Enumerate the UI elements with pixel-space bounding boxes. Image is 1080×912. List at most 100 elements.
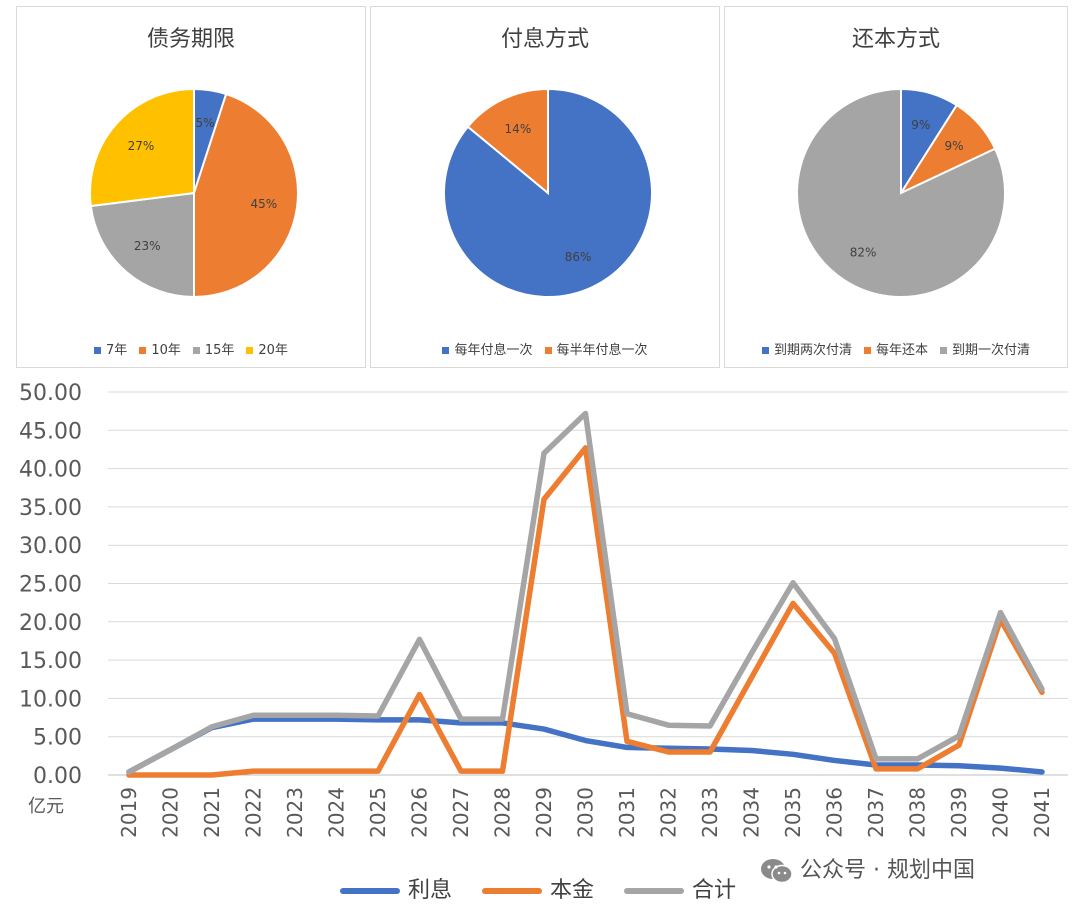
y-axis-unit-label: 亿元 (28, 796, 64, 817)
x-tick-label: 2034 (740, 787, 764, 838)
x-tick-label: 2035 (781, 787, 805, 838)
x-tick-label: 2029 (532, 787, 556, 838)
legend-label: 每年付息一次 (454, 343, 533, 358)
pie-data-label: 23% (134, 239, 161, 253)
pie-slice (193, 92, 299, 299)
x-tick-label: 2041 (1030, 787, 1054, 838)
legend-label: 7年 (106, 343, 128, 358)
x-tick-label: 2032 (657, 787, 681, 838)
legend-swatch (940, 347, 947, 354)
legend-item: 合计 (624, 872, 736, 904)
series-line-principal (126, 445, 1045, 778)
pie-title: 付息方式 (500, 27, 589, 52)
x-tick-label: 2033 (698, 787, 722, 838)
pie-legend: 7年 10年 15年 20年 (17, 339, 365, 358)
wechat-icon (761, 859, 793, 884)
legend-item: 每年还本 (863, 339, 928, 358)
legend-label: 10年 (151, 343, 181, 358)
y-tick-label: 50.00 (19, 381, 82, 406)
legend-label: 利息 (408, 878, 453, 903)
y-tick-label: 25.00 (19, 573, 82, 598)
x-tick-label: 2030 (574, 787, 598, 838)
pie-data-label: 9% (945, 139, 964, 153)
y-tick-label: 10.00 (19, 687, 82, 712)
legend-label: 20年 (258, 343, 288, 358)
legend-item: 每年付息一次 (442, 339, 533, 358)
pie-data-label: 45% (251, 197, 278, 211)
legend-label: 15年 (204, 343, 235, 358)
y-tick-label: 20.00 (19, 611, 82, 636)
legend-item: 15年 (192, 339, 235, 358)
pie-legend: 每年付息一次 每半年付息一次 (371, 339, 719, 358)
x-tick-label: 2020 (159, 787, 183, 838)
legend-swatch (482, 888, 543, 894)
series-line-total (126, 410, 1045, 775)
y-tick-label: 40.00 (19, 458, 82, 483)
y-tick-label: 15.00 (19, 649, 82, 674)
pie-slice (796, 87, 1006, 298)
legend-swatch (761, 347, 769, 354)
legend-swatch (192, 347, 200, 354)
series-line-interest (126, 716, 1045, 775)
legend-swatch (624, 888, 685, 894)
pie-title: 债务期限 (146, 27, 235, 52)
x-tick-label: 2027 (449, 787, 473, 838)
legend-swatch (340, 888, 400, 894)
legend-item: 本金 (482, 872, 594, 904)
line-chart-debt-service: 0.00 5.00 10.00 15.00 20.00 25.00 30.00 35.00 40… (19, 381, 1068, 838)
legend-item: 每半年付息一次 (544, 339, 648, 358)
pie-data-label: 82% (850, 246, 877, 260)
x-tick-label: 2037 (864, 787, 888, 838)
legend-swatch (442, 347, 450, 354)
legend-item: 利息 (340, 872, 452, 904)
x-tick-label: 2038 (906, 787, 930, 838)
x-tick-label: 2031 (615, 787, 639, 838)
x-tick-label: 2026 (408, 787, 432, 838)
pie-slice (89, 87, 195, 208)
pie-panel-debt-term: 债务期限 5% 45% 23% 27% 7年 10年 15年 20年 (16, 6, 366, 368)
legend-item: 到期一次付清 (940, 339, 1030, 358)
pie-legend: 到期两次付清 每年还本 到期一次付清 (725, 339, 1067, 358)
legend-swatch (863, 347, 871, 354)
legend-label: 每半年付息一次 (556, 343, 648, 358)
x-tick-label: 2040 (989, 787, 1013, 838)
pie-slice (89, 191, 195, 299)
x-tick-label: 2022 (242, 787, 266, 838)
y-tick-label: 35.00 (19, 496, 82, 521)
legend-label: 到期两次付清 (773, 343, 852, 358)
pie-panel-repayment-method: 还本方式 9% 9% 82% 到期两次付清 每年还本 到期一次付清 (724, 6, 1068, 368)
pie-title: 还本方式 (851, 27, 940, 52)
pie-data-label: 5% (196, 116, 215, 130)
x-tick-label: 2039 (947, 787, 971, 838)
pie-chart-debt-term: 5% 45% 23% 27% (89, 87, 299, 299)
legend-swatch (139, 347, 147, 354)
legend-label: 本金 (550, 878, 595, 903)
legend-item: 20年 (246, 339, 288, 358)
y-tick-label: 5.00 (33, 726, 82, 751)
x-tick-label: 2019 (117, 787, 141, 838)
legend-swatch (544, 347, 552, 354)
legend-label: 每年还本 (875, 343, 928, 358)
pie-slice (466, 87, 549, 196)
pie-data-label: 14% (505, 122, 532, 136)
y-tick-label: 30.00 (19, 534, 82, 559)
x-tick-label: 2028 (491, 787, 515, 838)
watermark: 公众号 · 规划中国 (760, 852, 975, 885)
x-tick-label: 2024 (325, 787, 349, 838)
pie-chart-interest-method: 86% 14% (443, 87, 653, 298)
watermark-text: 公众号 · 规划中国 (800, 858, 975, 883)
legend-swatch (94, 347, 102, 354)
legend-item: 7年 (94, 339, 127, 358)
legend-swatch (246, 347, 254, 354)
x-tick-label: 2025 (366, 787, 390, 838)
legend-label: 到期一次付清 (952, 343, 1031, 358)
pie-data-label: 27% (128, 139, 155, 153)
y-tick-label: 45.00 (19, 419, 82, 444)
x-tick-label: 2021 (200, 787, 224, 838)
x-tick-label: 2036 (823, 787, 847, 838)
legend-label: 合计 (692, 878, 737, 903)
pie-data-label: 86% (565, 250, 592, 264)
x-tick-label: 2023 (283, 787, 307, 838)
y-tick-label: 0.00 (33, 764, 82, 789)
pie-chart-repayment-method: 9% 9% 82% (796, 87, 1006, 298)
